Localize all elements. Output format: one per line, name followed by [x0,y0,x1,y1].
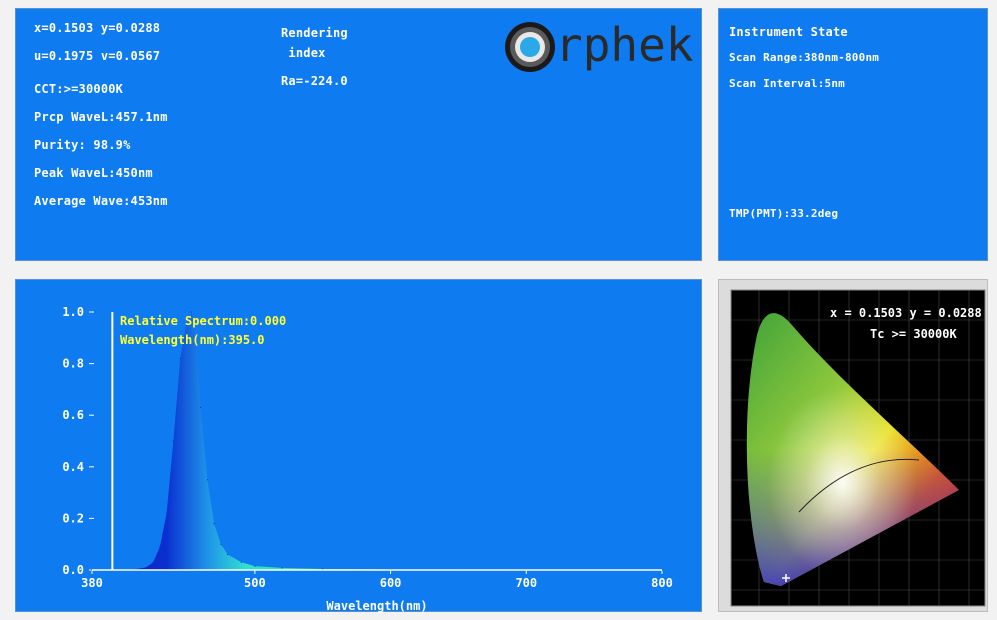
wavelength-readout: Wavelength(nm):395.0 [120,333,265,347]
scan-range: Scan Range:380nm-800nm [729,51,880,64]
colorimetry-panel: x=0.1503 y=0.0288 u=0.1975 v=0.0567 CCT:… [15,8,702,261]
x-tick-label: 380 [81,576,103,590]
cie-xy-label: x = 0.1503 y = 0.0288 [830,306,982,320]
y-tick-label: 0.2 [62,511,84,525]
spectrum-chart-panel: 0.0 0.2 0.4 0.6 0.8 1.0 380 500 600 700 800 Wavelen… [15,279,702,613]
y-tick-label: 1.0 [62,305,84,319]
spectrum-point [186,319,188,321]
cie-tc-label: Tc >= 30000K [870,327,957,341]
spectrum-point [254,565,256,567]
spectrum-point [179,357,181,359]
spectrum-point [145,566,147,568]
x-axis-label: Wavelength(nm) [326,599,427,613]
spectrum-point [166,512,168,514]
peak-wave-value: Peak WaveL:450nm [34,166,153,180]
y-tick-label: 0.6 [62,408,84,422]
spectrum-point [206,479,208,481]
cie-diagram: x = 0.1503 y = 0.0288 Tc >= 30000K [730,289,986,607]
instrument-state-panel: Instrument State Scan Range:380nm-800nm … [718,8,988,261]
y-tick-label: 0.8 [62,357,84,371]
average-wave-value: Average Wave:453nm [34,194,168,208]
spectrum-point [227,553,229,556]
cct-value: CCT:>=30000K [34,82,124,96]
spectrum-point [220,543,222,545]
y-tick-label: 0.0 [62,563,84,577]
orphek-logo: rphek [503,15,703,77]
x-tick-label: 500 [244,576,266,590]
x-tick-label: 700 [515,576,537,590]
xy-coordinates: x=0.1503 y=0.0288 [34,21,161,35]
spectrum-point [152,561,154,563]
spectrum-point [281,567,283,569]
logo-wordmark: rphek [555,18,693,72]
spectrum-point [193,319,195,321]
relative-spectrum-readout: Relative Spectrum:0.000 [120,314,287,328]
x-tick-label: 600 [380,576,402,590]
spectrum-point [195,342,198,344]
x-tick-label: 800 [651,576,673,590]
cie-diagram-panel: x = 0.1503 y = 0.0288 Tc >= 30000K [718,279,988,612]
purity-value: Purity: 98.9% [34,138,131,152]
scan-interval: Scan Interval:5nm [729,77,845,90]
uv-coordinates: u=0.1975 v=0.0567 [34,49,161,63]
spectrum-point [172,440,174,442]
spectrum-point [190,311,192,313]
instrument-title: Instrument State [729,25,848,39]
y-tick-label: 0.4 [62,460,84,474]
spectrum-point [240,561,242,563]
spectrum-chart: 0.0 0.2 0.4 0.6 0.8 1.0 380 500 600 700 800 Wavelen… [62,305,673,613]
rendering-title-line2: index [281,46,326,60]
pmt-temperature: TMP(PMT):33.2deg [729,207,839,220]
ra-value: Ra=-224.0 [281,74,348,88]
spectrum-point [159,546,161,548]
spectrum-area [92,312,662,570]
spectrum-point [200,406,202,409]
rendering-title-line1: Rendering [281,26,348,40]
prcp-wave-value: Prcp WaveL:457.1nm [34,110,168,124]
spectrum-point [213,523,215,525]
